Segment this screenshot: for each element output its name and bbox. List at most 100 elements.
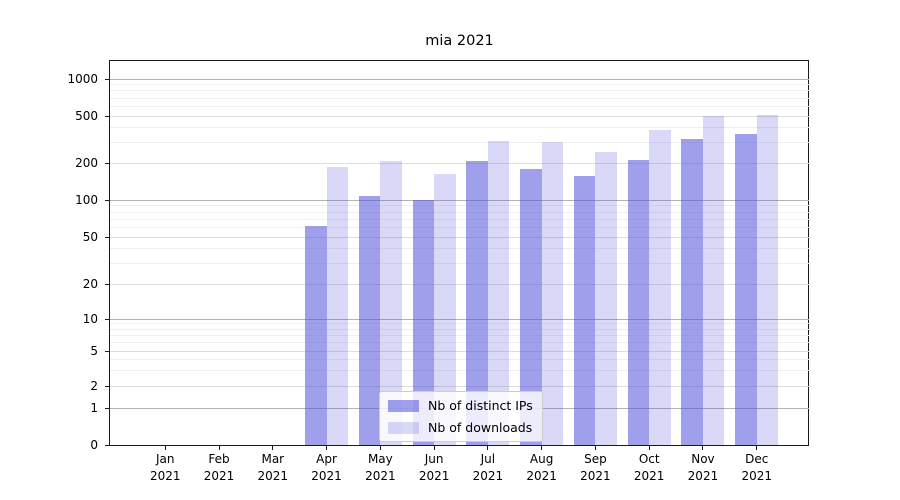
x-tick-label-year: 2021 [526,468,557,483]
x-tick-label-year: 2021 [365,468,396,483]
legend: Nb of distinct IPs Nb of downloads [379,391,543,442]
x-tick-label-month: Sep [584,452,607,466]
x-tick-mark [164,446,166,450]
legend-label: Nb of downloads [428,420,533,435]
y-tick-mark [105,162,109,164]
x-tick-label-month: May [367,452,393,466]
x-tick-label: Aug 2021 [514,451,570,484]
bar-downloads [326,167,349,445]
x-tick-label-month: Aug [529,452,554,466]
x-tick-label-month: Dec [745,452,769,466]
y-tick-mark [105,78,109,80]
x-tick-label-year: 2021 [149,468,181,483]
gridline-minor [110,211,809,213]
legend-swatch [388,421,419,434]
x-tick-label-year: 2021 [687,468,719,483]
x-tick-label-year: 2021 [203,468,235,483]
x-tick-label: Jun 2021 [406,451,462,484]
x-tick-mark [326,446,328,450]
bar-distinct-ips [627,159,650,445]
x-tick-mark [487,446,489,450]
y-tick-mark [105,237,109,239]
x-tick-mark [756,446,758,450]
top-spine [109,60,809,61]
bar-distinct-ips [735,134,757,445]
x-tick-label-month: Feb [208,452,230,466]
y-tick-mark [105,199,109,201]
y-tick-mark [105,444,109,446]
y-tick-label: 2 [90,378,98,393]
x-tick-label: Mar 2021 [245,451,301,484]
x-tick-label-month: Mar [261,452,285,466]
gridline-labeled-minor [110,283,809,285]
gridline-minor [110,263,809,264]
right-spine [808,60,809,446]
x-tick-label: May 2021 [352,451,408,484]
legend-swatch [388,399,419,412]
x-axis-labels: Jan 2021 Feb 2021 Mar 2021 Apr 2021 May 2021 Jun 20… [110,451,809,491]
x-tick-label: Jul 2021 [460,451,516,484]
x-tick-label-year: 2021 [472,468,504,483]
bar-distinct-ips [520,168,542,445]
x-tick-label-month: Oct [638,452,660,466]
gridline-minor [110,218,809,220]
gridline-major [110,199,809,201]
bar-downloads [595,151,617,445]
y-tick-mark [105,115,109,117]
y-tick-label: 0 [90,437,98,452]
gridline-minor [110,84,809,86]
y-tick-label: 1 [90,400,98,415]
x-tick-label: Apr 2021 [299,451,355,484]
gridline-minor [110,359,809,361]
bar-downloads [756,114,779,445]
legend-item: Nb of distinct IPs [388,398,533,413]
bar-downloads [380,160,402,445]
x-tick-mark [648,446,650,450]
y-tick-label: 200 [75,155,98,170]
y-tick-mark [105,318,109,320]
y-tick-label: 5 [90,343,98,358]
gridline-minor [110,105,809,107]
y-tick-label: 500 [75,108,98,123]
y-tick-mark [105,385,109,387]
gridline-minor [110,127,809,129]
x-tick-mark [433,446,435,450]
gridline-minor [110,328,809,330]
gridline-minor [110,342,809,344]
x-tick-label: Feb 2021 [191,451,247,484]
gridline-minor [110,205,809,207]
bar-downloads [487,140,510,445]
y-tick-label: 1000 [67,71,98,86]
x-tick-label-year: 2021 [741,468,772,483]
gridline-labeled-minor [110,237,809,239]
gridline-minor [110,90,809,92]
gridline-minor [110,323,809,325]
x-tick-label: Oct 2021 [621,451,677,484]
gridline-labeled-minor [110,115,809,117]
gridline-minor [110,370,809,371]
y-tick-label: 10 [82,311,98,326]
bar-downloads [649,130,671,445]
x-tick-mark [218,446,220,450]
bar-distinct-ips [681,139,703,445]
bar-distinct-ips [466,160,488,445]
chart-title: mia 2021 [425,33,494,49]
x-tick-label-year: 2021 [580,468,611,483]
gridline-labeled-minor [110,162,809,164]
x-tick-label-month: Apr [316,452,337,466]
y-tick-mark [105,407,109,409]
x-tick-label-month: Nov [691,452,715,466]
bar-distinct-ips [305,226,327,445]
left-spine [109,60,110,446]
bar-downloads [541,141,564,445]
gridline-minor [110,97,809,99]
legend-item: Nb of downloads [388,420,533,435]
x-tick-mark [272,446,274,450]
x-tick-label-month: Jan [156,452,175,466]
bar-distinct-ips [412,199,435,445]
x-tick-label: Sep 2021 [567,451,623,484]
x-tick-label-year: 2021 [257,468,289,483]
plot-area [105,60,809,450]
gridline-minor [110,141,809,143]
